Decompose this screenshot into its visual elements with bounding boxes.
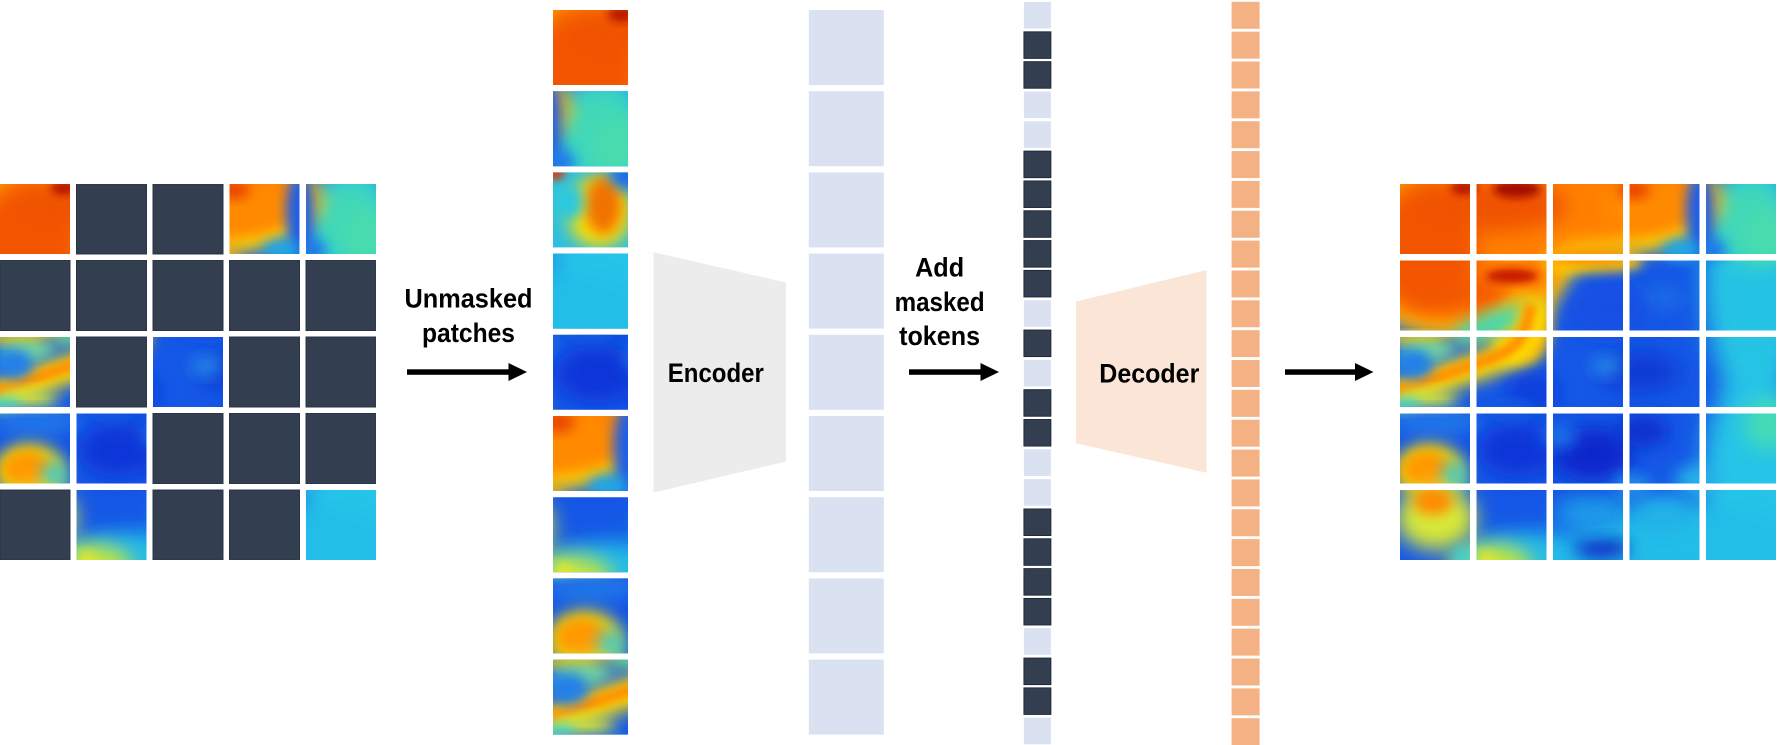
- svg-text:Add: Add: [915, 253, 964, 283]
- svg-text:Unmasked: Unmasked: [405, 284, 533, 314]
- svg-text:masked: masked: [895, 287, 985, 317]
- svg-text:patches: patches: [422, 318, 515, 348]
- svg-text:tokens: tokens: [899, 321, 980, 351]
- svg-text:Decoder: Decoder: [1099, 359, 1199, 389]
- svg-text:Encoder: Encoder: [668, 358, 764, 388]
